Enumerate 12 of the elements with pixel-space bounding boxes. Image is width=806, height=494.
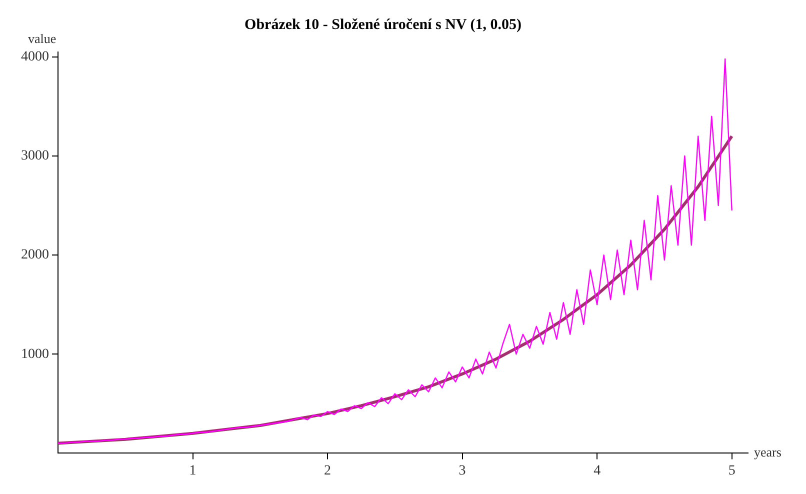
chart-title: Obrázek 10 - Složené úročení s NV (1, 0.05)	[244, 16, 522, 33]
y-axis-title: value	[28, 30, 56, 46]
x-tick-label: 1	[189, 463, 196, 478]
x-axis-title: years	[754, 444, 782, 460]
y-tick-label: 2000	[21, 248, 49, 263]
y-tick-label: 4000	[21, 50, 49, 65]
x-tick-label: 3	[458, 463, 466, 478]
y-tick-label: 3000	[21, 148, 49, 164]
y-tick-label: 1000	[21, 346, 49, 362]
x-tick-label: 2	[324, 463, 332, 478]
x-tick-label: 5	[728, 463, 736, 478]
x-tick-label: 4	[594, 463, 601, 478]
